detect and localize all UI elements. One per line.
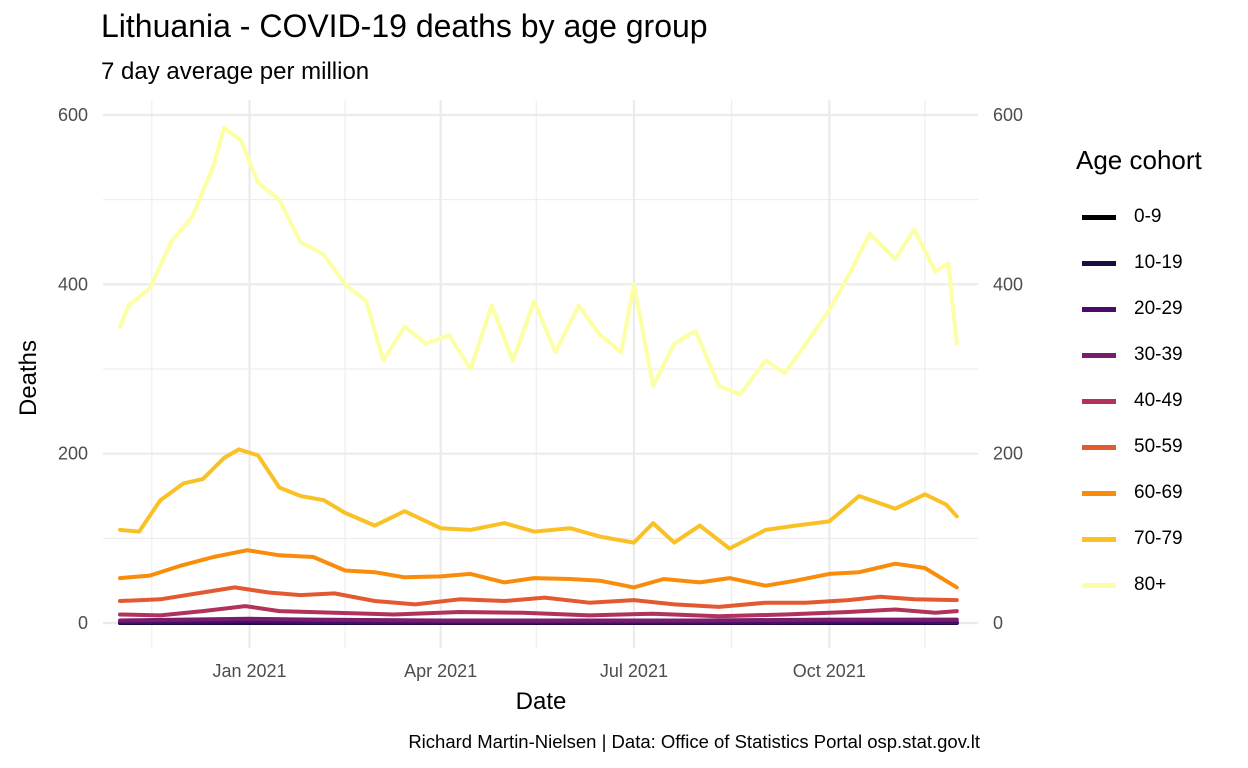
- caption: Richard Martin-Nielsen | Data: Office of…: [408, 731, 980, 752]
- y-tick-label: 600: [58, 105, 88, 125]
- legend-label: 70-79: [1134, 528, 1183, 549]
- legend-item: 50-59: [1076, 424, 1202, 470]
- legend-label: 0-9: [1134, 206, 1162, 227]
- legend-swatch: [1082, 260, 1116, 266]
- y-tick-label: 400: [58, 274, 88, 294]
- chart-subtitle: 7 day average per million: [101, 58, 370, 85]
- legend-swatch: [1082, 582, 1116, 588]
- y-tick-label: 200: [58, 444, 88, 464]
- line-chart: 0 200 400 600 0 200 400 600 Jan 2021 Apr 2021 Ju…: [15, 100, 1023, 715]
- series-line-40-49: [118, 604, 959, 619]
- grid-lines: [103, 100, 978, 648]
- legend-swatch: [1082, 444, 1116, 450]
- y-axis-right: 0 200 400 600: [993, 105, 1023, 633]
- legend-swatch: [1082, 214, 1116, 220]
- legend-swatch: [1082, 490, 1116, 496]
- x-tick-label: Jan 2021: [213, 661, 287, 681]
- x-tick-label: Apr 2021: [404, 661, 477, 681]
- series-line-30-39: [118, 616, 959, 623]
- legend-swatch: [1082, 306, 1116, 312]
- series-line-70-79: [118, 447, 959, 551]
- legend-item: 80+: [1076, 562, 1202, 608]
- legend-swatch: [1082, 536, 1116, 542]
- legend-label: 60-69: [1134, 482, 1183, 503]
- legend-item: 0-9: [1076, 194, 1202, 240]
- y-tick-label-right: 600: [993, 105, 1023, 125]
- series-line-50-59: [118, 585, 959, 609]
- legend-item: 70-79: [1076, 516, 1202, 562]
- y-tick-label-right: 400: [993, 274, 1023, 294]
- x-tick-label: Jul 2021: [600, 661, 668, 681]
- y-tick-label: 0: [78, 613, 88, 633]
- series-line-80+: [118, 125, 959, 397]
- x-axis-title: Date: [516, 688, 567, 715]
- legend-label: 80+: [1134, 574, 1167, 595]
- legend-item: 10-19: [1076, 240, 1202, 286]
- legend-items: 0-9 10-19 20-29 30-39 40-49 50-59 60-69 70-79 80…: [1076, 194, 1202, 608]
- legend-label: 20-29: [1134, 298, 1183, 319]
- legend-swatch: [1082, 352, 1116, 358]
- legend-label: 50-59: [1134, 436, 1183, 457]
- y-tick-label-right: 0: [993, 613, 1003, 633]
- legend-item: 30-39: [1076, 332, 1202, 378]
- y-axis-left: 0 200 400 600: [58, 105, 88, 633]
- legend-item: 60-69: [1076, 470, 1202, 516]
- legend-item: 20-29: [1076, 286, 1202, 332]
- series-layer: [118, 125, 959, 625]
- legend-label: 30-39: [1134, 344, 1183, 365]
- x-tick-label: Oct 2021: [793, 661, 866, 681]
- x-axis: Jan 2021 Apr 2021 Jul 2021 Oct 2021: [213, 661, 866, 681]
- legend-label: 10-19: [1134, 252, 1183, 273]
- legend-label: 40-49: [1134, 390, 1183, 411]
- legend-item: 40-49: [1076, 378, 1202, 424]
- legend: Age cohort 0-9 10-19 20-29 30-39 40-49 50-59 6…: [1076, 145, 1202, 608]
- y-axis-title: Deaths: [15, 340, 42, 416]
- series-line-60-69: [118, 548, 959, 590]
- y-tick-label-right: 200: [993, 444, 1023, 464]
- chart-title: Lithuania - COVID-19 deaths by age group: [101, 8, 708, 44]
- legend-title: Age cohort: [1076, 145, 1202, 175]
- legend-swatch: [1082, 398, 1116, 404]
